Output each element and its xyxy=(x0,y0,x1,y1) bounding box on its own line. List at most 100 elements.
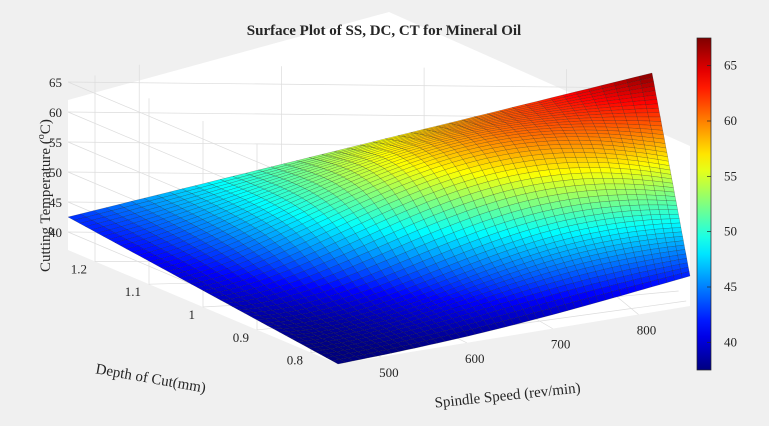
surface-cell xyxy=(556,162,570,169)
surface-cell xyxy=(558,168,572,175)
surface-cell xyxy=(613,116,627,121)
surface-cell xyxy=(550,148,564,154)
surface-cell xyxy=(591,144,605,150)
surface-cell xyxy=(562,130,577,134)
surface-cell xyxy=(603,120,617,124)
surface-cell xyxy=(610,206,622,213)
surface-cell xyxy=(570,144,583,149)
surface-cell xyxy=(569,121,583,125)
surface-cell xyxy=(551,130,566,135)
surface-cell xyxy=(594,126,608,131)
surface-cell xyxy=(572,148,585,153)
surface-cell xyxy=(579,140,592,145)
surface-cell xyxy=(611,109,625,114)
x-tick-label: 600 xyxy=(465,351,485,366)
surface-cell xyxy=(559,144,573,149)
surface-cell xyxy=(582,123,596,127)
surface-cell xyxy=(563,152,576,158)
surface-cell xyxy=(589,114,603,118)
surface-cell xyxy=(607,194,620,202)
surface-cell xyxy=(632,215,644,222)
surface-cell xyxy=(580,144,594,149)
surface-cell xyxy=(635,112,649,118)
surface-cell xyxy=(640,209,652,216)
surface-cell xyxy=(604,123,618,128)
surface-cell xyxy=(637,120,651,126)
surface-cell xyxy=(565,185,578,194)
surface-cell xyxy=(582,178,595,185)
surface-cell xyxy=(580,120,594,125)
surface-cell xyxy=(594,183,607,191)
surface-cell xyxy=(647,112,661,118)
surface-cell xyxy=(612,113,626,118)
surface-cell xyxy=(653,223,664,230)
surface-cell xyxy=(631,174,643,181)
surface-cell xyxy=(611,173,624,179)
surface-cell xyxy=(637,199,649,206)
surface-cell xyxy=(569,167,582,174)
y-tick-label: 0.8 xyxy=(287,353,303,368)
surface-cell xyxy=(615,189,628,196)
surface-cell xyxy=(642,219,654,226)
surface-cell xyxy=(634,108,648,114)
surface-cell xyxy=(666,200,677,206)
surface-cell xyxy=(600,113,615,118)
surface-cell xyxy=(609,200,621,207)
grid-line xyxy=(67,81,653,89)
surface-cell xyxy=(646,108,660,113)
z-tick-label: 55 xyxy=(49,135,62,150)
surface-cell xyxy=(626,120,640,125)
x-tick-label: 700 xyxy=(551,337,571,352)
surface-cell xyxy=(643,184,655,191)
y-axis-label: Depth of Cut(mm) xyxy=(94,361,207,396)
surface-cell xyxy=(648,116,662,122)
surface-cell xyxy=(572,126,586,131)
surface-cell xyxy=(681,271,691,279)
axis-ticks: 40 45 50 55 60 65 500 600 700 800 0.8 0.9 1 1.1 1.2 xyxy=(49,75,656,380)
z-axis-label: Cutting Temperature (oC) xyxy=(36,119,54,272)
surface-cell xyxy=(546,163,560,170)
surface-cell xyxy=(635,189,647,195)
y-tick-label: 1 xyxy=(189,307,196,322)
surface-cell xyxy=(552,152,566,159)
surface-cell xyxy=(575,133,589,137)
chart-title: Surface Plot of SS, DC, CT for Mineral O… xyxy=(247,23,521,39)
surface-cell xyxy=(663,227,674,234)
surface-cell xyxy=(649,209,661,215)
surface-cell xyxy=(609,167,622,174)
surface-cell xyxy=(548,144,562,150)
surface-cell xyxy=(633,220,645,227)
surface-cell xyxy=(671,227,682,233)
x-tick-label: 500 xyxy=(379,365,399,380)
colorbar-tick-label: 65 xyxy=(724,58,737,73)
surface-cell xyxy=(660,218,672,224)
surface-cell xyxy=(592,178,605,185)
surface-cell xyxy=(549,127,564,132)
surface-cell xyxy=(590,117,604,121)
z-tick-label: 45 xyxy=(49,195,62,210)
surface-cell xyxy=(667,205,678,210)
surface-mesh xyxy=(67,72,691,365)
surface-cell xyxy=(588,196,600,204)
colorbar-tick-label: 40 xyxy=(724,334,737,349)
colorbar-tick-label: 60 xyxy=(724,113,737,128)
surface-cell xyxy=(596,189,608,197)
surface-cell xyxy=(593,123,607,128)
surface-cell xyxy=(619,168,632,175)
surface-cell xyxy=(568,140,582,145)
surface-cell xyxy=(555,136,569,141)
surface-cell xyxy=(654,190,666,196)
colorbar-ticks: 40 45 50 55 60 65 xyxy=(707,58,737,349)
surface-cell xyxy=(599,201,612,208)
surface-cell xyxy=(582,148,596,154)
colorbar-tick-label: 45 xyxy=(724,279,737,294)
surface-cell xyxy=(629,205,641,211)
surface-cell xyxy=(618,200,630,207)
surface-cell xyxy=(633,104,647,110)
z-tick-label: 50 xyxy=(49,165,62,180)
surface-cell xyxy=(581,172,594,179)
surface-cell xyxy=(561,148,575,153)
surface-cell xyxy=(625,189,637,195)
surface-cell xyxy=(632,179,645,185)
surface-cell xyxy=(633,184,646,190)
